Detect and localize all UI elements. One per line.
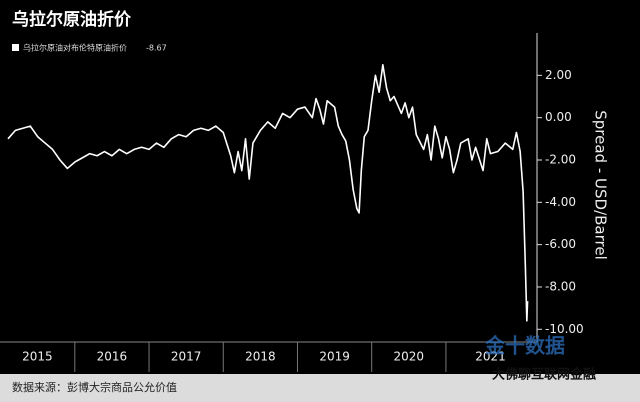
x-tick-label: 2020: [394, 350, 425, 364]
y-tick-label: -2.00: [545, 152, 576, 166]
series-line: [7, 63, 529, 322]
legend-value: -8.67: [146, 44, 167, 53]
y-tick-label: -4.00: [545, 195, 576, 209]
y-tick-label: 0.00: [545, 110, 572, 124]
x-tick-label: 2016: [97, 350, 128, 364]
legend-label: 乌拉尔原油对布伦特原油折价: [23, 43, 127, 53]
watermark-logo: 金十数据: [484, 334, 565, 358]
x-tick-label: 2021: [475, 350, 506, 364]
source: 数据来源：彭博大宗商品公允价值: [12, 380, 177, 394]
x-tick-label: 2017: [171, 350, 202, 364]
source-strip: [0, 374, 640, 402]
x-tick-label: 2018: [245, 350, 276, 364]
legend-swatch: [12, 44, 19, 51]
y-tick-label: 2.00: [545, 68, 572, 82]
y-tick-label: -10.00: [545, 322, 584, 336]
y-axis-label: Spread - USD/Barrel: [592, 110, 610, 260]
x-tick-label: 2015: [22, 350, 53, 364]
y-tick-label: -8.00: [545, 279, 576, 293]
x-tick-label: 2019: [319, 350, 350, 364]
y-tick-label: -6.00: [545, 237, 576, 251]
chart-title: 乌拉尔原油折价: [12, 9, 132, 30]
watermark-text: 大佛聊互联网金融: [492, 367, 596, 383]
